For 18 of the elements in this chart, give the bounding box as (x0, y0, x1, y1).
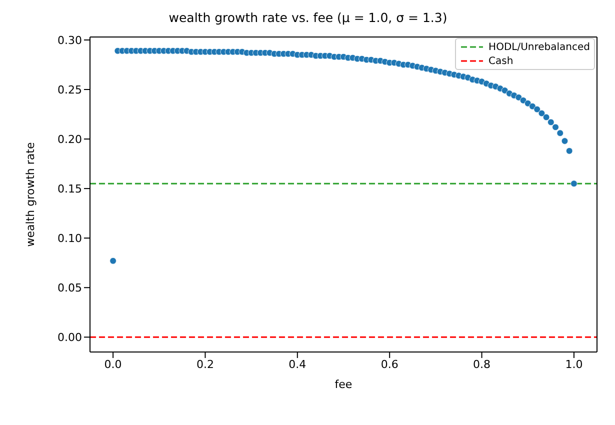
y-tick-label: 0.20 (58, 132, 82, 146)
y-axis-title: wealth growth rate (24, 142, 37, 247)
legend-label: HODL/Unrebalanced (488, 42, 590, 52)
x-tick-label: 0.6 (380, 358, 398, 371)
x-tick-label: 1.0 (565, 358, 583, 371)
x-tick-label: 0.4 (288, 358, 306, 371)
x-tick-label: 0.2 (196, 358, 214, 371)
y-tick-label: 0.30 (58, 34, 82, 47)
y-tick-label: 0.00 (58, 331, 82, 344)
y-tick-label: 0.10 (58, 232, 82, 245)
x-axis-title: fee (334, 378, 352, 391)
x-tick-label: 0.8 (473, 358, 491, 371)
y-tick-label: 0.15 (58, 182, 82, 196)
legend-label: Cash (488, 56, 514, 66)
x-tick-label: 0.0 (104, 358, 122, 371)
y-tick-label: 0.25 (58, 83, 82, 96)
y-tick-label: 0.05 (58, 282, 82, 295)
chart-title: wealth growth rate vs. fee (μ = 1.0, σ = 1.3) (168, 10, 448, 25)
